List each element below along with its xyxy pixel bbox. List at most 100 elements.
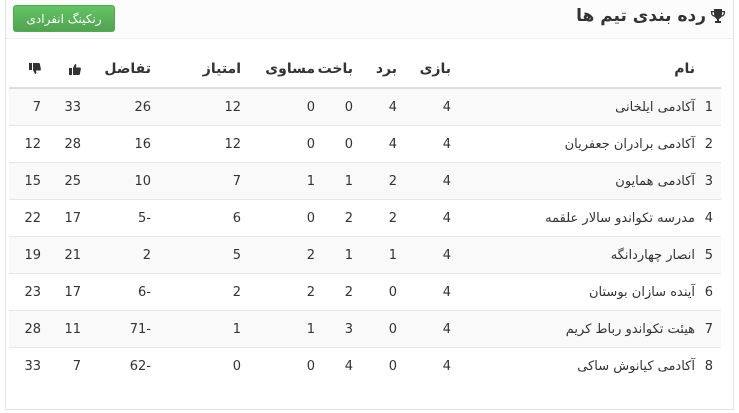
page-title: رده بندی تیم ها: [576, 6, 725, 26]
cell-conceded: 22: [9, 199, 49, 237]
cell-rank: 4: [703, 199, 721, 237]
cell-lost: 4: [323, 347, 361, 384]
col-rank: [703, 50, 721, 89]
cell-points: 12: [159, 125, 249, 163]
cell-points: 7: [159, 162, 249, 200]
cell-won: 4: [361, 87, 405, 126]
table-row: 1 آکادمی ایلخانی 4 4 0 0 12 26 33 7: [9, 87, 721, 126]
cell-scored: 17: [49, 273, 89, 311]
cell-won: 2: [361, 199, 405, 237]
cell-conceded: 28: [9, 310, 49, 348]
cell-drawn: 0: [249, 347, 323, 384]
col-won: برد: [361, 50, 405, 89]
cell-conceded: 23: [9, 273, 49, 311]
cell-points: 12: [159, 87, 249, 126]
cell-lost: 0: [323, 125, 361, 163]
cell-played: 4: [405, 87, 459, 126]
table-row: 8 آکادمی کیانوش ساکی 4 0 4 0 0 -26 7 33: [9, 347, 721, 384]
cell-conceded: 15: [9, 162, 49, 200]
cell-lost: 1: [323, 236, 361, 274]
cell-diff: -17: [89, 310, 159, 348]
cell-lost: 0: [323, 87, 361, 126]
col-diff: تفاضل: [89, 50, 159, 89]
panel-header: رده بندی تیم ها رنکینگ انفرادی: [6, 0, 733, 39]
col-scored: [49, 50, 89, 89]
cell-diff: -5: [89, 199, 159, 237]
cell-rank: 6: [703, 273, 721, 311]
cell-scored: 28: [49, 125, 89, 163]
cell-conceded: 19: [9, 236, 49, 274]
cell-scored: 17: [49, 199, 89, 237]
cell-diff: 16: [89, 125, 159, 163]
table-row: 7 هیئت تکواندو رباط کریم 4 0 3 1 1 -17 11 28: [9, 310, 721, 348]
cell-diff: -26: [89, 347, 159, 384]
cell-drawn: 0: [249, 87, 323, 126]
cell-diff: 10: [89, 162, 159, 200]
cell-won: 0: [361, 310, 405, 348]
cell-points: 2: [159, 273, 249, 311]
cell-won: 2: [361, 162, 405, 200]
cell-played: 4: [405, 347, 459, 384]
cell-lost: 2: [323, 273, 361, 311]
individual-ranking-button[interactable]: رنکینگ انفرادی: [13, 5, 115, 32]
cell-rank: 1: [703, 87, 721, 126]
cell-conceded: 7: [9, 87, 49, 126]
cell-name: آکادمی ایلخانی: [459, 87, 703, 126]
col-lost: باخت: [318, 50, 361, 89]
header-row: نام بازی برد باخت مساوی امتیاز تفاضل: [9, 50, 721, 89]
cell-points: 1: [159, 310, 249, 348]
cell-won: 1: [361, 236, 405, 274]
cell-name: آکادمی همایون: [459, 162, 703, 200]
col-conceded: [9, 50, 49, 89]
cell-points: 5: [159, 236, 249, 274]
col-played: بازی: [405, 50, 459, 89]
cell-drawn: 0: [249, 125, 323, 163]
cell-played: 4: [405, 236, 459, 274]
table-row: 4 مدرسه تکواندو سالار علقمه 4 2 2 0 6 -5 17 22: [9, 199, 721, 237]
thumbs-up-icon: [49, 63, 81, 75]
cell-conceded: 12: [9, 125, 49, 163]
thumbs-down-icon: [9, 62, 41, 75]
cell-points: 0: [159, 347, 249, 384]
col-name: نام: [459, 50, 703, 89]
cell-played: 4: [405, 199, 459, 237]
cell-conceded: 33: [9, 347, 49, 384]
cell-won: 0: [361, 347, 405, 384]
cell-rank: 8: [703, 347, 721, 384]
cell-lost: 1: [323, 162, 361, 200]
table-row: 6 آینده سازان بوستان 4 0 2 2 2 -6 17 23: [9, 273, 721, 311]
cell-won: 4: [361, 125, 405, 163]
cell-points: 6: [159, 199, 249, 237]
cell-scored: 7: [49, 347, 89, 384]
cell-lost: 2: [323, 199, 361, 237]
trophy-icon: [711, 8, 725, 24]
col-points: امتیاز: [159, 50, 249, 89]
cell-scored: 33: [49, 87, 89, 126]
cell-name: آکادمی برادران جعفریان: [459, 125, 703, 163]
cell-name: هیئت تکواندو رباط کریم: [459, 310, 703, 348]
table-row: 2 آکادمی برادران جعفریان 4 4 0 0 12 16 28 12: [9, 125, 721, 163]
cell-name: انصار چهاردانگه: [459, 236, 703, 274]
cell-played: 4: [405, 125, 459, 163]
cell-played: 4: [405, 162, 459, 200]
cell-rank: 5: [703, 236, 721, 274]
col-drawn: مساوی: [249, 50, 323, 89]
cell-diff: 26: [89, 87, 159, 126]
cell-lost: 3: [323, 310, 361, 348]
cell-drawn: 1: [249, 310, 323, 348]
cell-played: 4: [405, 273, 459, 311]
cell-name: آینده سازان بوستان: [459, 273, 703, 311]
cell-scored: 11: [49, 310, 89, 348]
cell-drawn: 2: [249, 273, 323, 311]
cell-drawn: 2: [249, 236, 323, 274]
cell-rank: 7: [703, 310, 721, 348]
standings-table: نام بازی برد باخت مساوی امتیاز تفاضل 1 آک…: [9, 50, 721, 384]
cell-diff: 2: [89, 236, 159, 274]
cell-name: مدرسه تکواندو سالار علقمه: [459, 199, 703, 237]
cell-drawn: 1: [249, 162, 323, 200]
title-text: رده بندی تیم ها: [576, 6, 706, 26]
cell-drawn: 0: [249, 199, 323, 237]
cell-won: 0: [361, 273, 405, 311]
cell-name: آکادمی کیانوش ساکی: [459, 347, 703, 384]
cell-diff: -6: [89, 273, 159, 311]
